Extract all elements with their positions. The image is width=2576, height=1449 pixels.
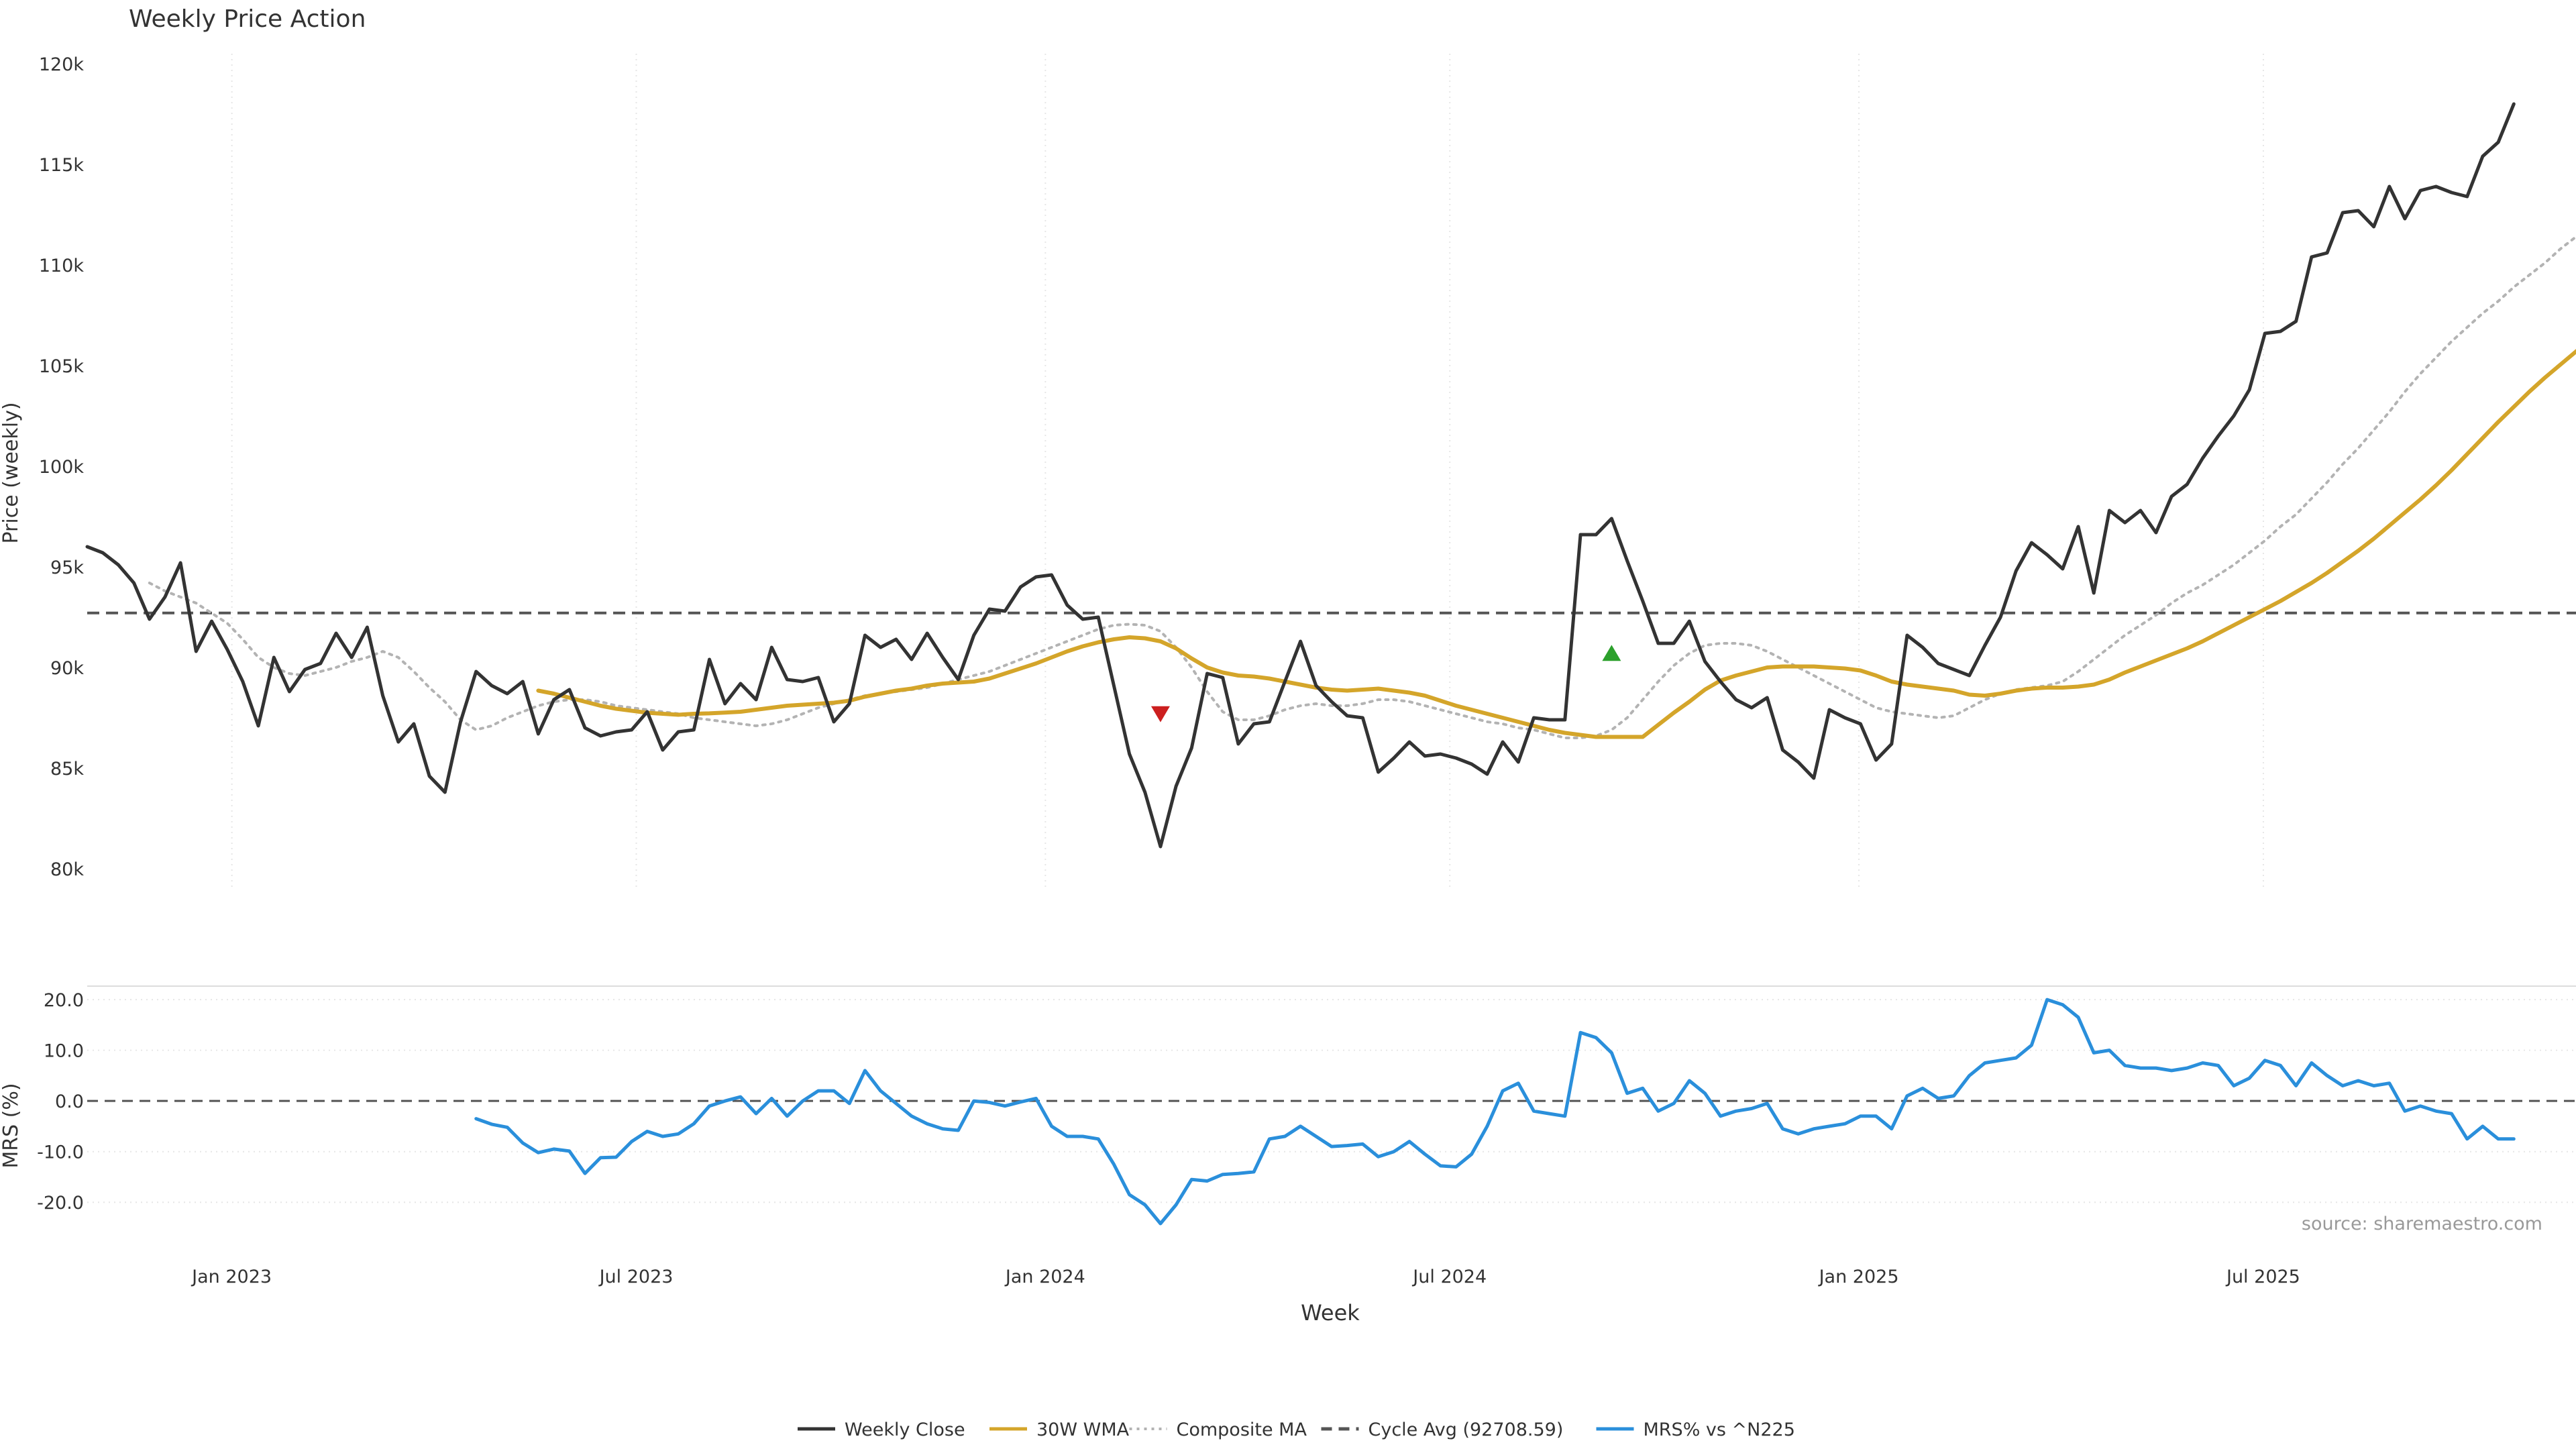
sell-marker xyxy=(1150,706,1170,722)
mrs-y-axis-label: MRS (%) xyxy=(0,1083,23,1168)
source-note: source: sharemaestro.com xyxy=(2302,1214,2542,1234)
x-tick-label: Jan 2025 xyxy=(1818,1267,1899,1287)
x-tick-label: Jul 2023 xyxy=(598,1267,674,1287)
x-tick-label: Jan 2023 xyxy=(191,1267,272,1287)
price-y-axis-ticks: 80k 85k 90k 95k 100k 105k 110k 115k 120k xyxy=(39,54,85,880)
chart-legend: Weekly Close 30W WMA Composite MA Cycle Avg… xyxy=(798,1419,1795,1440)
x-axis-ticks: Jan 2023 Jul 2023 Jan 2024 Jul 2024 Jan 2025… xyxy=(191,1267,2300,1287)
price-y-tick-label: 80k xyxy=(50,859,84,880)
mrs-y-tick-label: -20.0 xyxy=(37,1193,84,1214)
price-y-axis-label: Price (weekly) xyxy=(0,402,23,543)
chart-title: Weekly Price Action xyxy=(129,5,366,33)
price-y-tick-label: 85k xyxy=(50,759,84,780)
mrs-y-tick-label: -10.0 xyxy=(37,1142,84,1163)
legend-item: 30W WMA xyxy=(989,1419,1130,1440)
legend-label: Weekly Close xyxy=(845,1419,965,1440)
mrs-y-tick-label: 0.0 xyxy=(55,1091,84,1112)
price-y-tick-label: 95k xyxy=(50,557,84,578)
legend-label: MRS% vs ^N225 xyxy=(1644,1419,1795,1440)
price-y-tick-label: 90k xyxy=(50,658,84,679)
mrs-y-axis-ticks: 20.0 10.0 0.0 -10.0 -20.0 xyxy=(37,990,84,1214)
x-axis-label: Week xyxy=(1301,1300,1360,1326)
legend-item: Weekly Close xyxy=(798,1419,965,1440)
price-series-lines xyxy=(85,102,2576,849)
price-y-tick-label: 100k xyxy=(39,457,85,478)
x-tick-label: Jul 2025 xyxy=(2225,1267,2300,1287)
mrs-line xyxy=(474,998,2516,1226)
legend-item: MRS% vs ^N225 xyxy=(1596,1419,1795,1440)
price-y-tick-label: 110k xyxy=(39,256,85,276)
buy-marker xyxy=(1602,645,1621,661)
legend-item: Cycle Avg (92708.59) xyxy=(1321,1419,1564,1440)
weekly-close-line xyxy=(85,102,2516,849)
legend-label: Cycle Avg (92708.59) xyxy=(1368,1419,1564,1440)
price-signal-markers xyxy=(1150,645,1621,722)
price-y-tick-label: 105k xyxy=(39,356,85,377)
legend-label: Composite MA xyxy=(1177,1419,1307,1440)
mrs-series-lines xyxy=(87,998,2576,1226)
legend-item: Composite MA xyxy=(1129,1419,1307,1440)
wma-30w-line xyxy=(536,349,2576,739)
price-panel-grid xyxy=(231,54,2264,889)
composite-ma-line xyxy=(148,235,2576,739)
mrs-y-tick-label: 20.0 xyxy=(44,990,84,1011)
legend-label: 30W WMA xyxy=(1036,1419,1130,1440)
x-tick-label: Jan 2024 xyxy=(1004,1267,1085,1287)
price-y-tick-label: 120k xyxy=(39,54,85,75)
price-y-tick-label: 115k xyxy=(39,155,85,176)
x-tick-label: Jul 2024 xyxy=(1411,1267,1487,1287)
mrs-y-tick-label: 10.0 xyxy=(44,1041,84,1062)
